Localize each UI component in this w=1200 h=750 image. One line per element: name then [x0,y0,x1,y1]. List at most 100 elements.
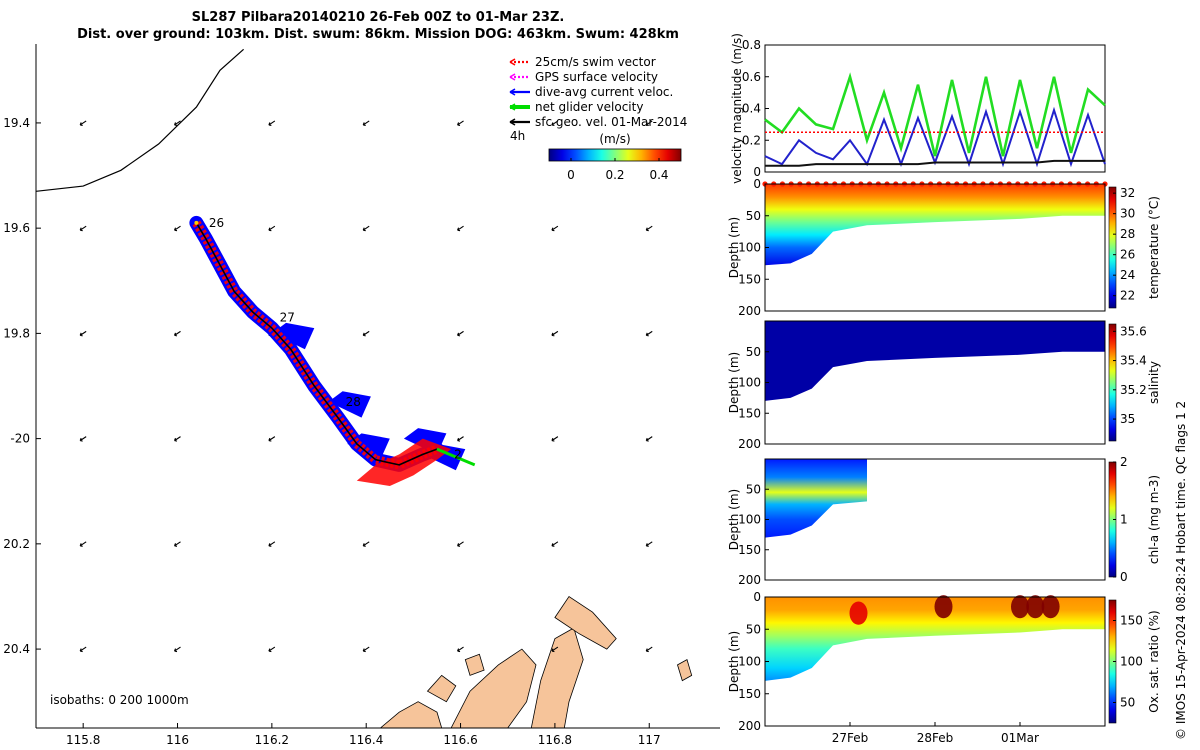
geo-velocity-arrow [362,541,370,547]
velocity-y-tick-label: 0.8 [742,38,761,52]
depth-tick-label: 150 [738,543,761,557]
map-x-tick-label: 117 [638,733,661,747]
geo-velocity-arrow [79,436,87,442]
map-y-tick-label: 20.2 [3,537,30,551]
chart-title-line1: SL287 Pilbara20140210 26-Feb 00Z to 01-M… [191,10,565,25]
legend-time-step: 4h [510,129,525,143]
geo-velocity-arrow [268,541,276,547]
speed-colorbar-label: (m/s) [599,132,630,146]
dive-avg-current-band [189,215,444,472]
profile-colorbar [1108,323,1117,442]
geo-velocity-arrow [645,120,653,126]
map-x-tick-label: 116.8 [538,733,572,747]
geo-velocity-arrow [268,120,276,126]
depth-tick-label: 50 [746,209,761,223]
profile-colorbar [1108,186,1117,309]
profile-hotspot [1041,595,1060,619]
track-start-marker [194,220,199,225]
colorbar-tick-label: 35 [1120,412,1135,426]
velocity-series-line [764,72,1106,157]
colorbar-tick-label: 26 [1120,248,1135,262]
geo-velocity-arrow [362,330,370,337]
net-glider-velocity-arrow [436,447,476,467]
geo-velocity-arrow [268,646,276,653]
velocity-y-tick-label: 0.4 [742,102,761,116]
legend-entry: sfc geo. vel. 01-Mar-2014 [535,115,687,129]
glider-track [195,222,438,466]
depth-tick-label: 150 [738,406,761,420]
colorbar-label: chl-a (mg m-3) [1147,475,1161,564]
geo-velocity-arrow [645,646,653,653]
day-label: 28 [346,395,361,409]
island [464,653,485,676]
geo-velocity-arrow [645,541,653,547]
depth-tick-label: 0 [753,177,761,191]
geo-velocity-arrow [79,330,87,337]
date-tick-label: 28Feb [917,731,954,745]
colorbar-label: temperature (°C) [1147,196,1161,299]
map-plot-area [36,48,693,728]
depth-axis-label: Depth (m) [727,489,741,550]
legend-arrowhead [509,88,516,96]
colorbar-tick-label: 35.6 [1120,324,1147,338]
colorbar-tick-label: 0 [1120,570,1128,584]
colorbar-tick-label: 100 [1120,655,1143,669]
island [379,701,443,728]
depth-tick-label: 50 [746,345,761,359]
depth-tick-label: 150 [738,272,761,286]
geo-velocity-arrow [79,225,87,232]
island [554,595,617,650]
geo-velocity-arrow [645,225,653,232]
geo-velocity-arrow [457,541,464,547]
date-tick-label: 27Feb [832,731,869,745]
geo-velocity-arrow [457,120,464,126]
geo-velocity-arrow [174,436,181,442]
colorbar-tick-label: 22 [1120,289,1135,303]
legend-entry: net glider velocity [535,100,643,114]
map-x-tick-label: 115.8 [66,733,100,747]
geo-velocity-arrow [551,330,559,337]
chart-title-line2: Dist. over ground: 103km. Dist. swum: 86… [77,27,679,42]
geo-velocity-arrow [174,225,181,232]
colorbar-tick-label: 28 [1120,227,1135,241]
geo-velocity-arrow [457,225,464,232]
geo-velocity-arrow [551,225,559,232]
colorbar-tick-label: 2 [1120,455,1128,469]
geo-velocity-arrow [645,330,653,337]
geo-velocity-arrow [362,646,370,653]
geo-velocity-arrow [174,541,181,547]
depth-tick-label: 50 [746,482,761,496]
speed-colorbar-tick-label: 0 [567,168,575,182]
colorbar-tick-label: 35.2 [1120,383,1147,397]
velocity-y-tick-label: 0.2 [742,133,761,147]
geo-velocity-arrow [457,646,464,653]
day-label: 27 [280,311,295,325]
colorbar-label: salinity [1147,361,1161,404]
day-label: 2 [454,447,462,461]
date-tick-label: 01Mar [1001,731,1039,745]
velocity-series-line [765,159,1105,167]
swim-vectors [192,220,439,470]
geo-velocity-arrow [174,646,181,653]
geo-velocity-arrow [362,120,370,126]
depth-tick-label: 100 [738,655,761,669]
velocity-y-tick-label: 0 [753,165,761,179]
island [677,659,693,682]
dive-avg-current-vector [328,391,371,418]
map-x-tick-label: 116.2 [255,733,289,747]
depth-tick-label: 200 [738,719,761,733]
geo-velocity-arrow [79,120,87,126]
legend-arrowhead [509,58,516,66]
map-y-tick-label: -20 [10,432,30,446]
geo-velocity-arrow [457,436,464,442]
geo-velocity-arrow [174,120,181,126]
depth-axis-label: Depth (m) [727,631,741,692]
profile-data-area [765,459,867,538]
map-y-tick-label: 19.6 [3,221,30,235]
geo-velocity-arrow [79,646,87,653]
imos-credit: © IMOS 15-Apr-2024 08:28:24 Hobart time.… [1174,400,1188,740]
map-y-tick-label: 20.4 [3,642,30,656]
depth-tick-label: 200 [738,437,761,451]
profile-hotspot [849,601,868,625]
depth-tick-label: 200 [738,573,761,587]
